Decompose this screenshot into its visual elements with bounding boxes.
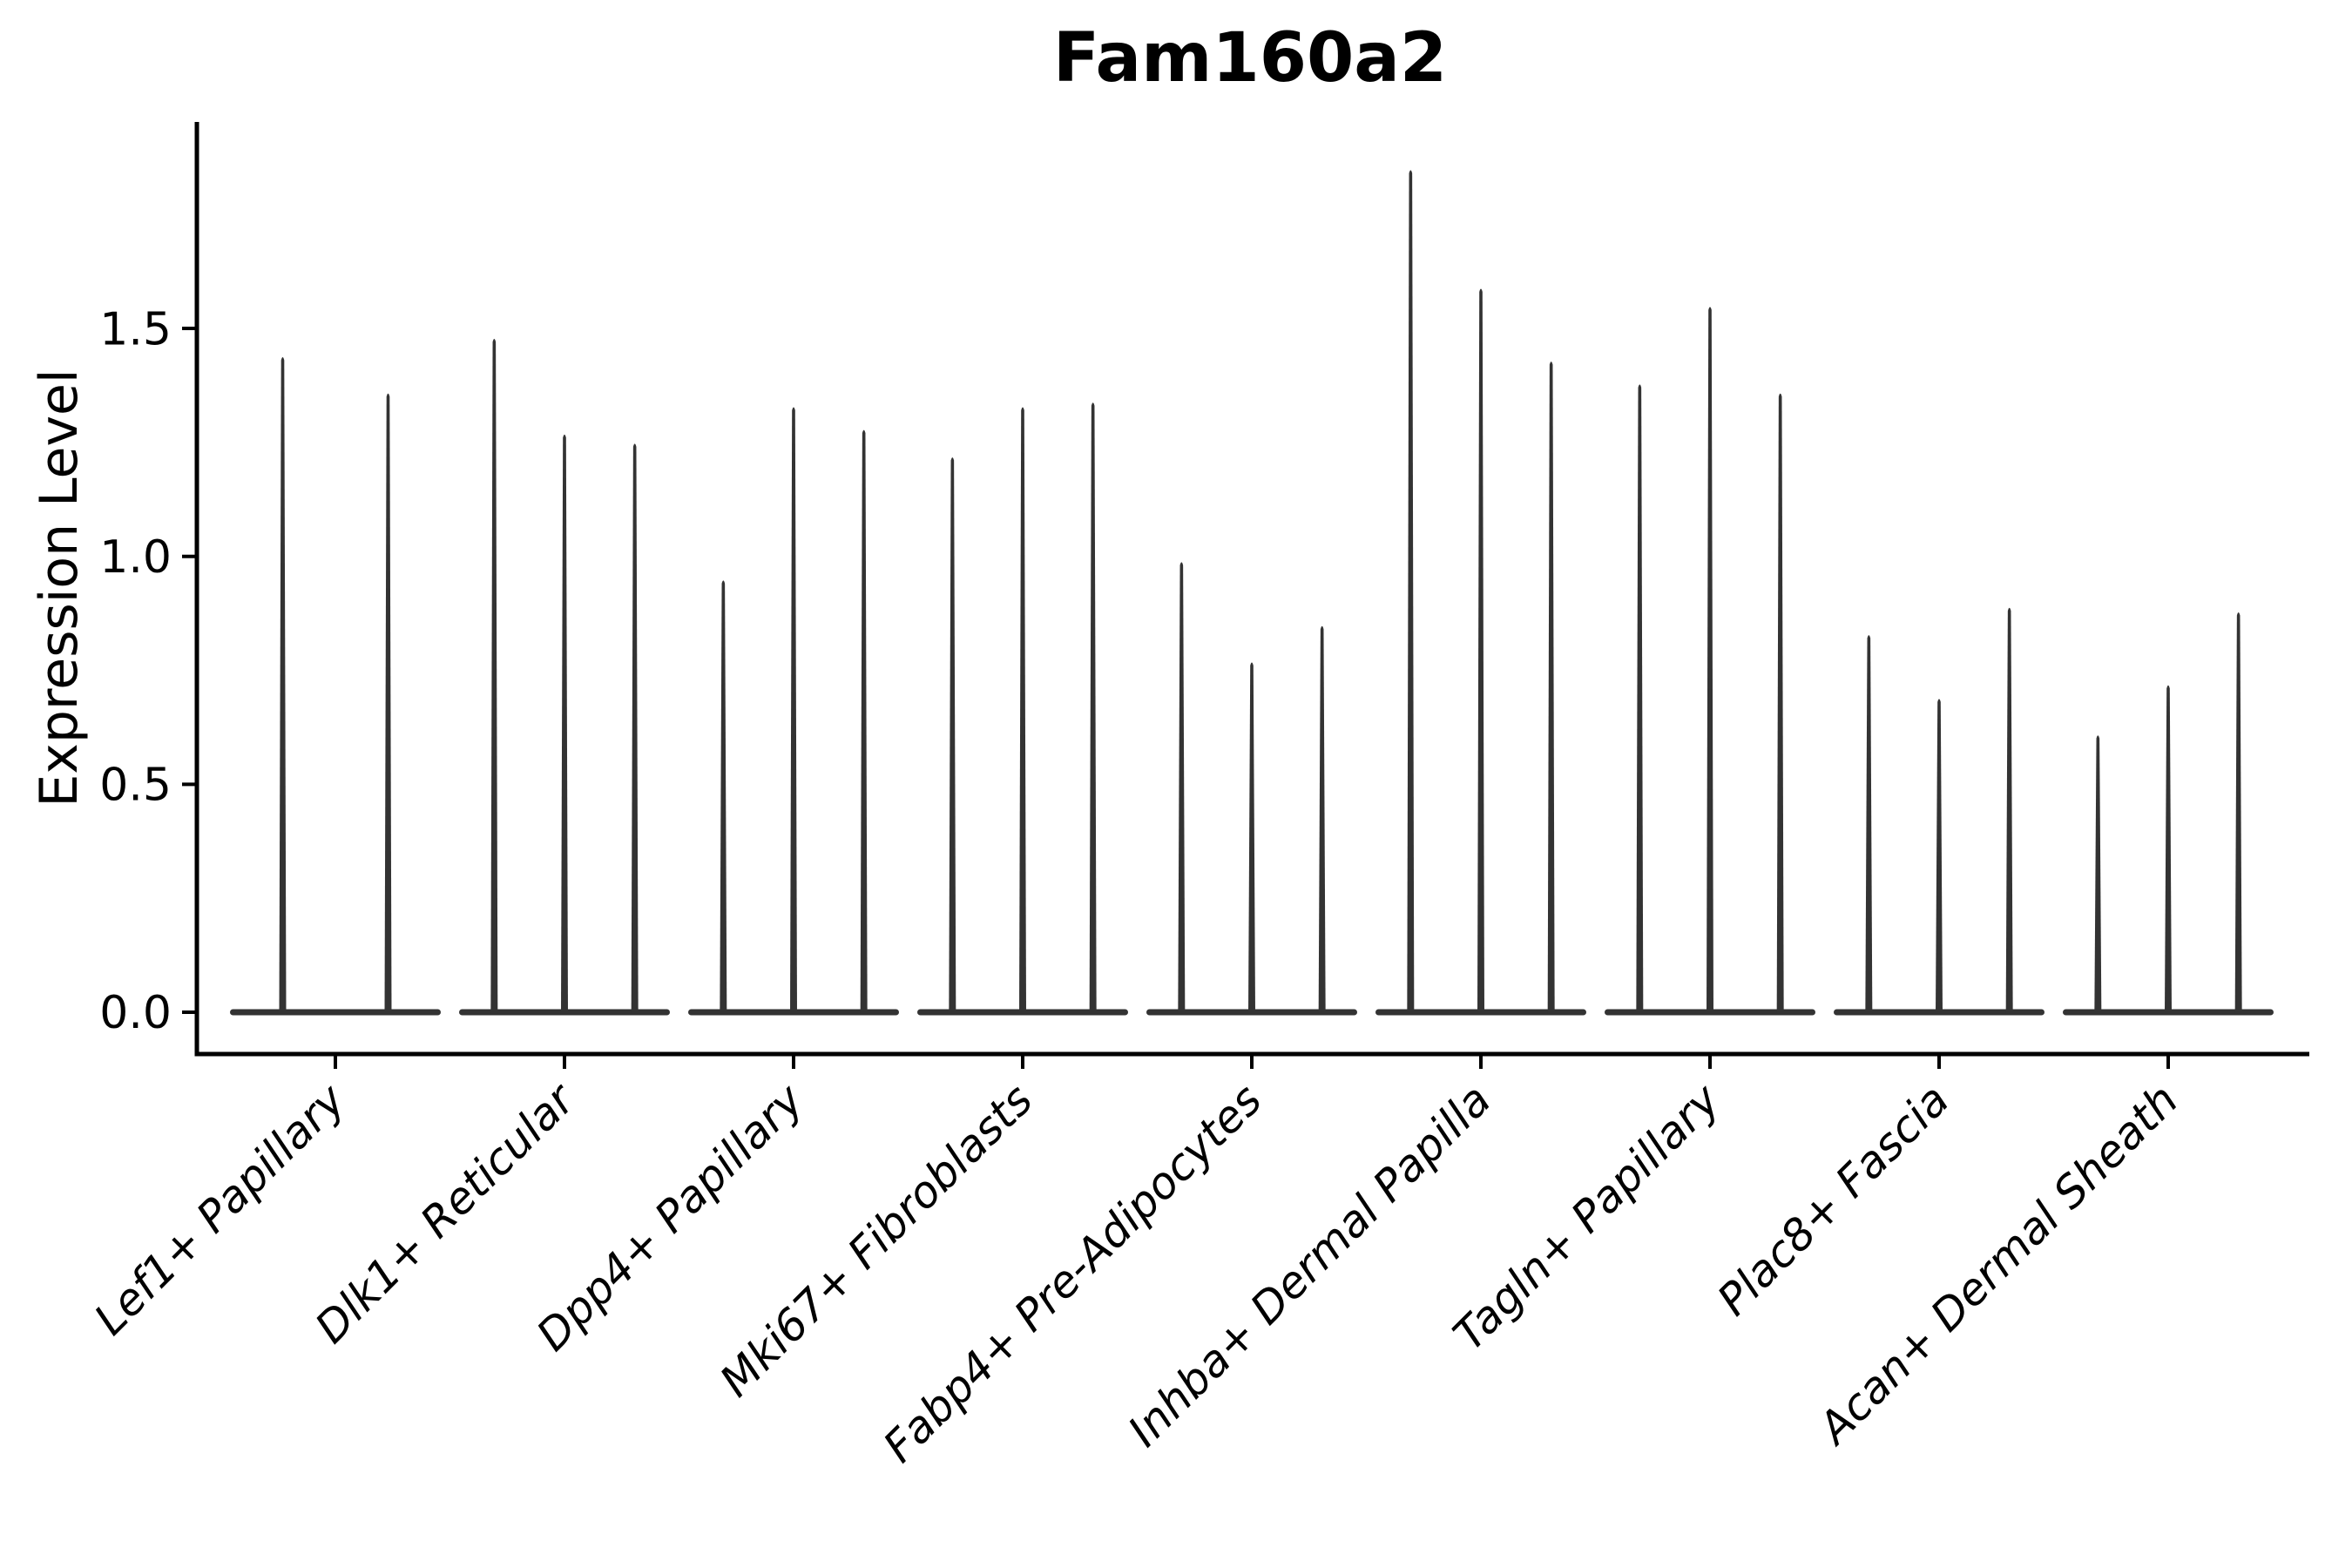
violin-baseline bbox=[230, 1009, 441, 1016]
violin bbox=[2234, 612, 2242, 1013]
violin bbox=[1407, 170, 1415, 1013]
y-tick-label: 0.0 bbox=[99, 987, 172, 1039]
violin bbox=[949, 457, 956, 1013]
violin bbox=[790, 407, 797, 1013]
violin bbox=[1248, 662, 1255, 1013]
violin bbox=[1547, 362, 1555, 1013]
violin bbox=[860, 429, 868, 1013]
chart-title: Fam160a2 bbox=[1052, 19, 1448, 98]
violin bbox=[279, 356, 287, 1013]
violin bbox=[1936, 699, 1943, 1013]
violin bbox=[1019, 407, 1026, 1013]
violin bbox=[631, 443, 639, 1013]
violin bbox=[1178, 562, 1186, 1013]
y-tick-label: 0.5 bbox=[99, 760, 172, 812]
violin bbox=[2094, 735, 2102, 1013]
x-tick-label: Plac8+ Fascia bbox=[1708, 1074, 1959, 1325]
violin bbox=[384, 393, 392, 1013]
y-tick-label: 1.5 bbox=[99, 303, 172, 355]
y-tick-label: 1.0 bbox=[99, 531, 172, 584]
violin bbox=[1865, 635, 1873, 1013]
x-tick-label: Fabp4+ Pre-Adipocytes bbox=[874, 1074, 1272, 1472]
x-tick-label: Acan+ Dermal Sheath bbox=[1808, 1074, 2188, 1455]
x-tick-label: Inhba+ Dermal Papilla bbox=[1119, 1074, 1500, 1456]
violin bbox=[1707, 307, 1713, 1013]
x-tick-label: Lef1+ Papillary bbox=[84, 1073, 355, 1344]
violin bbox=[1477, 288, 1484, 1013]
violin bbox=[1089, 402, 1097, 1013]
violin bbox=[1636, 384, 1644, 1013]
violin bbox=[1776, 393, 1784, 1013]
violin bbox=[1318, 625, 1326, 1013]
violin bbox=[561, 434, 568, 1013]
violin bbox=[2005, 607, 2013, 1013]
violin bbox=[490, 339, 498, 1013]
violin bbox=[2165, 685, 2172, 1013]
violin bbox=[720, 580, 727, 1013]
